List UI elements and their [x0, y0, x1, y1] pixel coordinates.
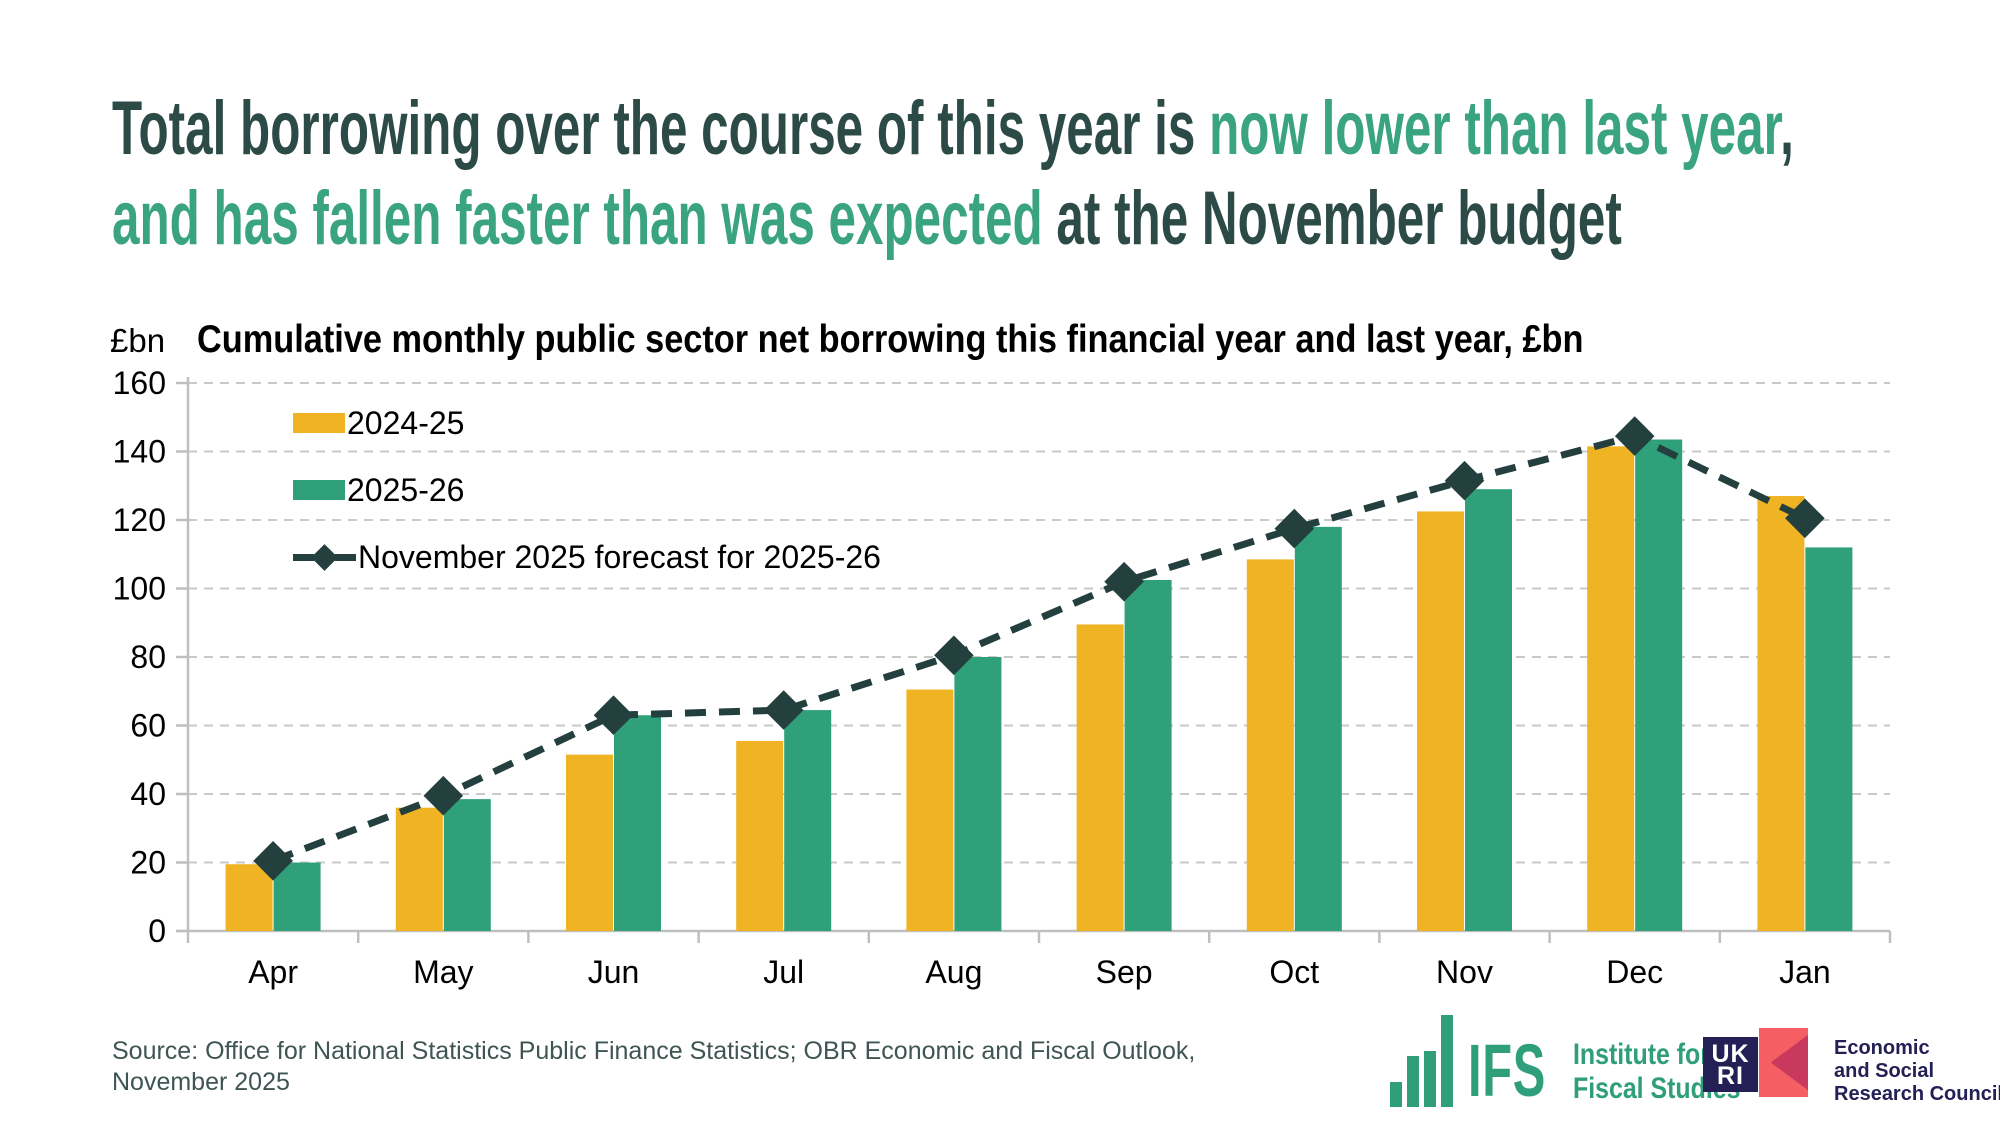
bar-2024-25-may [395, 807, 443, 931]
legend-label: November 2025 forecast for 2025-26 [358, 538, 881, 575]
y-tick-label: 120 [113, 502, 166, 538]
source-line: November 2025 [112, 1068, 290, 1096]
bar-2025-26-may [443, 799, 491, 931]
y-tick-label: 160 [113, 365, 166, 401]
bar-2024-25-jun [566, 754, 613, 931]
y-axis-unit-label: £bn [110, 322, 166, 359]
legend-label: 2025-26 [347, 471, 465, 508]
forecast-marker-aug [934, 635, 974, 676]
esrc-line: and Social [1834, 1060, 1935, 1082]
bar-2024-25-dec [1587, 446, 1635, 931]
legend-swatch-2025-26 [293, 480, 345, 500]
ifs-logo-bar-icon [1424, 1051, 1436, 1107]
x-tick-label: Apr [248, 954, 298, 990]
ifs-logo-bar-icon [1407, 1056, 1419, 1107]
ukri-chevron-icon [1770, 1034, 1808, 1091]
forecast-dash-icon [293, 553, 314, 561]
bar-2024-25-nov [1417, 511, 1464, 931]
x-tick-label: May [413, 954, 473, 990]
page-title: Total borrowing over the course of this … [112, 84, 2000, 264]
bar-2025-26-jul [784, 710, 832, 931]
forecast-marker-jul [763, 690, 804, 730]
x-tick-label: Oct [1269, 954, 1319, 990]
y-tick-label: 0 [148, 913, 166, 949]
y-tick-label: 140 [113, 434, 166, 470]
ukri-letters: RI [1717, 1061, 1744, 1090]
chart-subtitle: Cumulative monthly public sector net bor… [197, 318, 1584, 361]
forecast-marker-sep [1104, 561, 1144, 602]
forecast-marker-apr [253, 840, 293, 881]
bar-2025-26-aug [954, 657, 1002, 931]
title-segment: now lower than last year [1209, 86, 1781, 171]
source-note: Source: Office for National Statistics P… [112, 1036, 1195, 1098]
bar-2024-25-jan [1757, 496, 1805, 931]
bar-2024-25-oct [1246, 559, 1294, 931]
title-segment: at the November budget [1042, 176, 1622, 261]
x-tick-label: Jan [1779, 954, 1831, 990]
bar-2025-26-nov [1465, 489, 1512, 931]
ifs-logo-bar-icon [1390, 1082, 1402, 1107]
bar-2025-26-jan [1805, 547, 1853, 931]
ukri-letters: UK [1711, 1039, 1750, 1068]
x-tick-label: Jun [588, 954, 640, 990]
legend-item-2025-26: 2025-26 [293, 471, 881, 509]
ifs-name-line: Institute for [1573, 1038, 1710, 1071]
y-tick-label: 100 [113, 571, 166, 607]
forecast-diamond-icon [311, 543, 338, 571]
page-title-line2: and has fallen faster than was expected … [112, 174, 1794, 264]
esrc-council-name: Economic and Social Research Council [1834, 1037, 2000, 1106]
x-tick-label: Jul [763, 954, 804, 990]
ukri-arrow-icon [1759, 1028, 1808, 1097]
x-tick-label: Sep [1096, 954, 1153, 990]
legend-label: 2024-25 [347, 404, 465, 441]
y-tick-label: 20 [130, 845, 166, 881]
y-tick-label: 80 [130, 639, 166, 675]
esrc-line: Research Council [1834, 1083, 2000, 1105]
bar-2024-25-sep [1076, 624, 1124, 931]
y-tick-label: 60 [130, 708, 166, 744]
legend-item-2024-25: 2024-25 [293, 404, 881, 442]
bar-2024-25-jul [736, 740, 784, 931]
title-segment: , [1780, 86, 1794, 171]
chart-legend: 2024-25 2025-26 November 2025 forecast f… [293, 404, 881, 605]
bar-2025-26-jun [614, 715, 661, 931]
ifs-logo-bar-icon [1441, 1015, 1453, 1107]
esrc-line: Economic [1834, 1037, 1930, 1059]
x-tick-label: Nov [1436, 954, 1493, 990]
forecast-marker-oct [1274, 508, 1315, 549]
page-title-line1: Total borrowing over the course of this … [112, 84, 1794, 174]
bar-2025-26-oct [1294, 526, 1342, 931]
bar-2024-25-aug [906, 689, 954, 931]
forecast-dash-icon [335, 553, 356, 561]
title-segment: and has fallen faster than was expected [112, 176, 1043, 261]
ukri-logo: UK RI Economic and Social Research Counc… [1703, 1026, 2000, 1108]
forecast-line [271, 432, 1807, 865]
source-line: Source: Office for National Statistics P… [112, 1037, 1196, 1065]
bar-2024-25-apr [225, 864, 273, 931]
legend-swatch-2024-25 [293, 413, 345, 433]
y-tick-label: 40 [130, 776, 166, 812]
ifs-logo: IFS Institute for Fiscal Studies [1390, 1010, 1740, 1112]
ukri-letters-box: UK RI [1703, 1037, 1758, 1092]
forecast-marker-may [423, 775, 464, 816]
bar-2025-26-dec [1635, 439, 1683, 931]
title-segment: Total borrowing over the course of this … [112, 86, 1210, 171]
bar-2025-26-apr [273, 862, 321, 931]
legend-item-forecast: November 2025 forecast for 2025-26 [293, 538, 881, 576]
x-tick-label: Dec [1606, 954, 1663, 990]
x-tick-label: Aug [925, 954, 982, 990]
forecast-marker-jun [593, 695, 634, 736]
ifs-wordmark: IFS [1468, 1029, 1546, 1112]
bar-2025-26-sep [1124, 579, 1172, 931]
